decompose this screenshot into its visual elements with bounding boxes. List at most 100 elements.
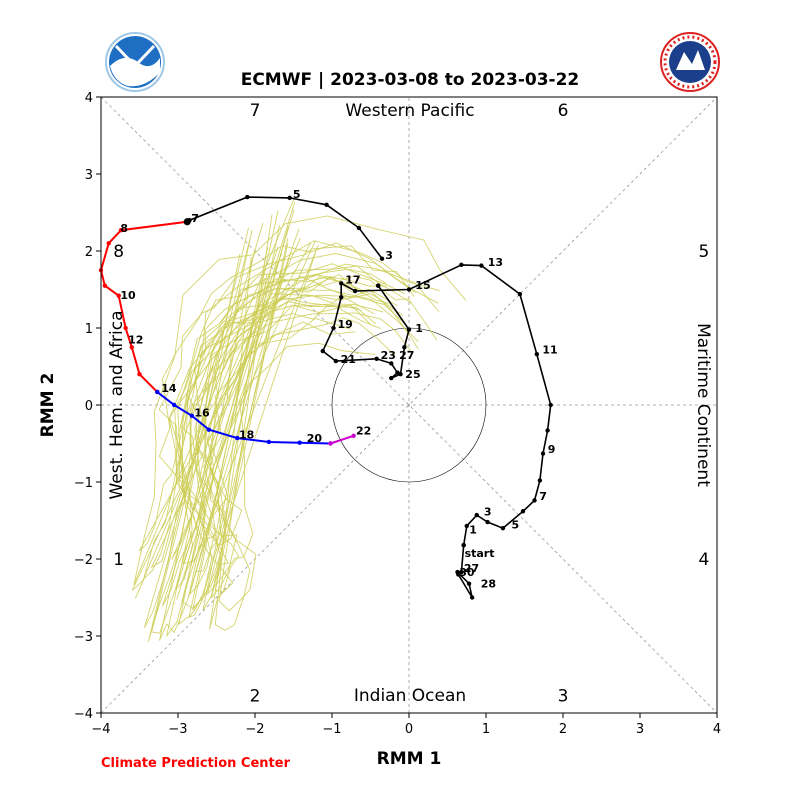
x-tick-label: −1 xyxy=(322,722,341,737)
day-label: 16 xyxy=(194,407,210,420)
series-point xyxy=(206,427,211,432)
x-tick-label: −4 xyxy=(91,722,110,737)
series-point xyxy=(129,345,134,350)
day-label: 12 xyxy=(128,334,143,347)
series-point xyxy=(339,295,344,300)
series-point xyxy=(297,440,302,445)
x-tick-label: −2 xyxy=(245,722,264,737)
series-point xyxy=(461,542,466,548)
series-point xyxy=(459,262,464,268)
series-point xyxy=(466,581,472,586)
series-point xyxy=(479,263,484,268)
y-tick-label: −4 xyxy=(74,707,93,722)
day-label: 5 xyxy=(293,188,301,201)
y-tick-label: −3 xyxy=(74,630,93,645)
ensemble-member xyxy=(182,228,404,565)
day-label: 28 xyxy=(481,578,496,591)
ensemble-member xyxy=(186,244,387,550)
series-point xyxy=(376,283,381,288)
series-point xyxy=(137,372,142,377)
day-label: 27 xyxy=(399,349,414,362)
series-point xyxy=(534,351,540,357)
series-point xyxy=(235,435,240,441)
y-tick-label: −1 xyxy=(74,476,93,491)
series-point xyxy=(464,523,469,529)
day-label: 3 xyxy=(484,505,492,518)
region-right: Maritime Continent xyxy=(693,323,713,487)
series-point xyxy=(545,428,550,433)
series-point xyxy=(189,413,195,418)
ensemble-members xyxy=(131,199,467,642)
day-label: 5 xyxy=(512,518,520,531)
guide-diagonal-down xyxy=(100,96,718,714)
day-label: 20 xyxy=(307,432,323,445)
series-point xyxy=(352,288,358,294)
ensemble-member xyxy=(177,225,387,595)
series-point xyxy=(532,498,537,503)
day-label: 3 xyxy=(385,249,393,262)
series-point xyxy=(118,228,124,233)
series-point xyxy=(500,526,506,531)
phase-label: 2 xyxy=(250,686,261,706)
x-tick-label: 1 xyxy=(482,722,490,737)
series-point xyxy=(356,225,362,231)
series-line xyxy=(156,391,331,445)
ensemble-member xyxy=(206,279,376,596)
series-point xyxy=(459,569,464,575)
day-label: 21 xyxy=(341,353,356,366)
series-point xyxy=(328,441,333,446)
day-label: 14 xyxy=(161,382,177,395)
series-point xyxy=(469,595,475,600)
series-point xyxy=(333,358,339,364)
y-tick-label: −2 xyxy=(74,553,93,568)
ensemble-member xyxy=(195,238,377,599)
series-line xyxy=(186,196,383,260)
phase-label: 3 xyxy=(558,686,569,706)
day-label: 1 xyxy=(469,524,477,537)
phase-label: 1 xyxy=(113,550,124,570)
day-label: 7 xyxy=(191,212,199,225)
series-point xyxy=(171,402,177,408)
series-point xyxy=(537,478,543,483)
series-point xyxy=(379,256,385,261)
nws-logo-icon xyxy=(660,32,720,92)
y-tick-label: 3 xyxy=(85,168,93,183)
day-label: 1 xyxy=(415,322,423,335)
series-point xyxy=(116,293,121,298)
phase-label: 4 xyxy=(698,550,709,570)
x-tick-label: 3 xyxy=(636,722,644,737)
series-point xyxy=(402,345,407,350)
x-tick-label: 4 xyxy=(713,722,721,737)
day-label: 18 xyxy=(239,428,254,441)
series-point xyxy=(102,283,108,288)
x-tick-label: 2 xyxy=(559,722,567,737)
day-label: 9 xyxy=(548,443,556,456)
ensemble-member xyxy=(166,229,406,637)
ensemble-member xyxy=(138,242,438,552)
series-point xyxy=(123,325,128,331)
phase-label: 6 xyxy=(558,101,569,121)
region-top: Western Pacific xyxy=(345,101,474,121)
day-label: start xyxy=(465,547,495,560)
day-label: 27 xyxy=(464,562,479,575)
series-line xyxy=(330,434,354,445)
phase-label: 8 xyxy=(113,242,124,262)
series-point xyxy=(456,572,461,577)
region-bottom: Indian Ocean xyxy=(354,686,466,706)
region-left: West. Hem. and Africa xyxy=(107,310,127,499)
x-tick-label: −3 xyxy=(168,722,187,737)
guide-diagonal-up xyxy=(100,96,718,714)
series-point xyxy=(517,291,523,297)
series-point xyxy=(485,519,490,525)
ensemble-member xyxy=(178,214,375,630)
day-label: 25 xyxy=(405,368,420,381)
phase-label: 5 xyxy=(698,242,709,262)
noaa-logo-icon xyxy=(105,32,165,92)
day-label: 7 xyxy=(539,490,547,503)
series-point xyxy=(155,389,160,395)
series-line xyxy=(101,220,188,393)
day-label: 19 xyxy=(338,318,353,331)
